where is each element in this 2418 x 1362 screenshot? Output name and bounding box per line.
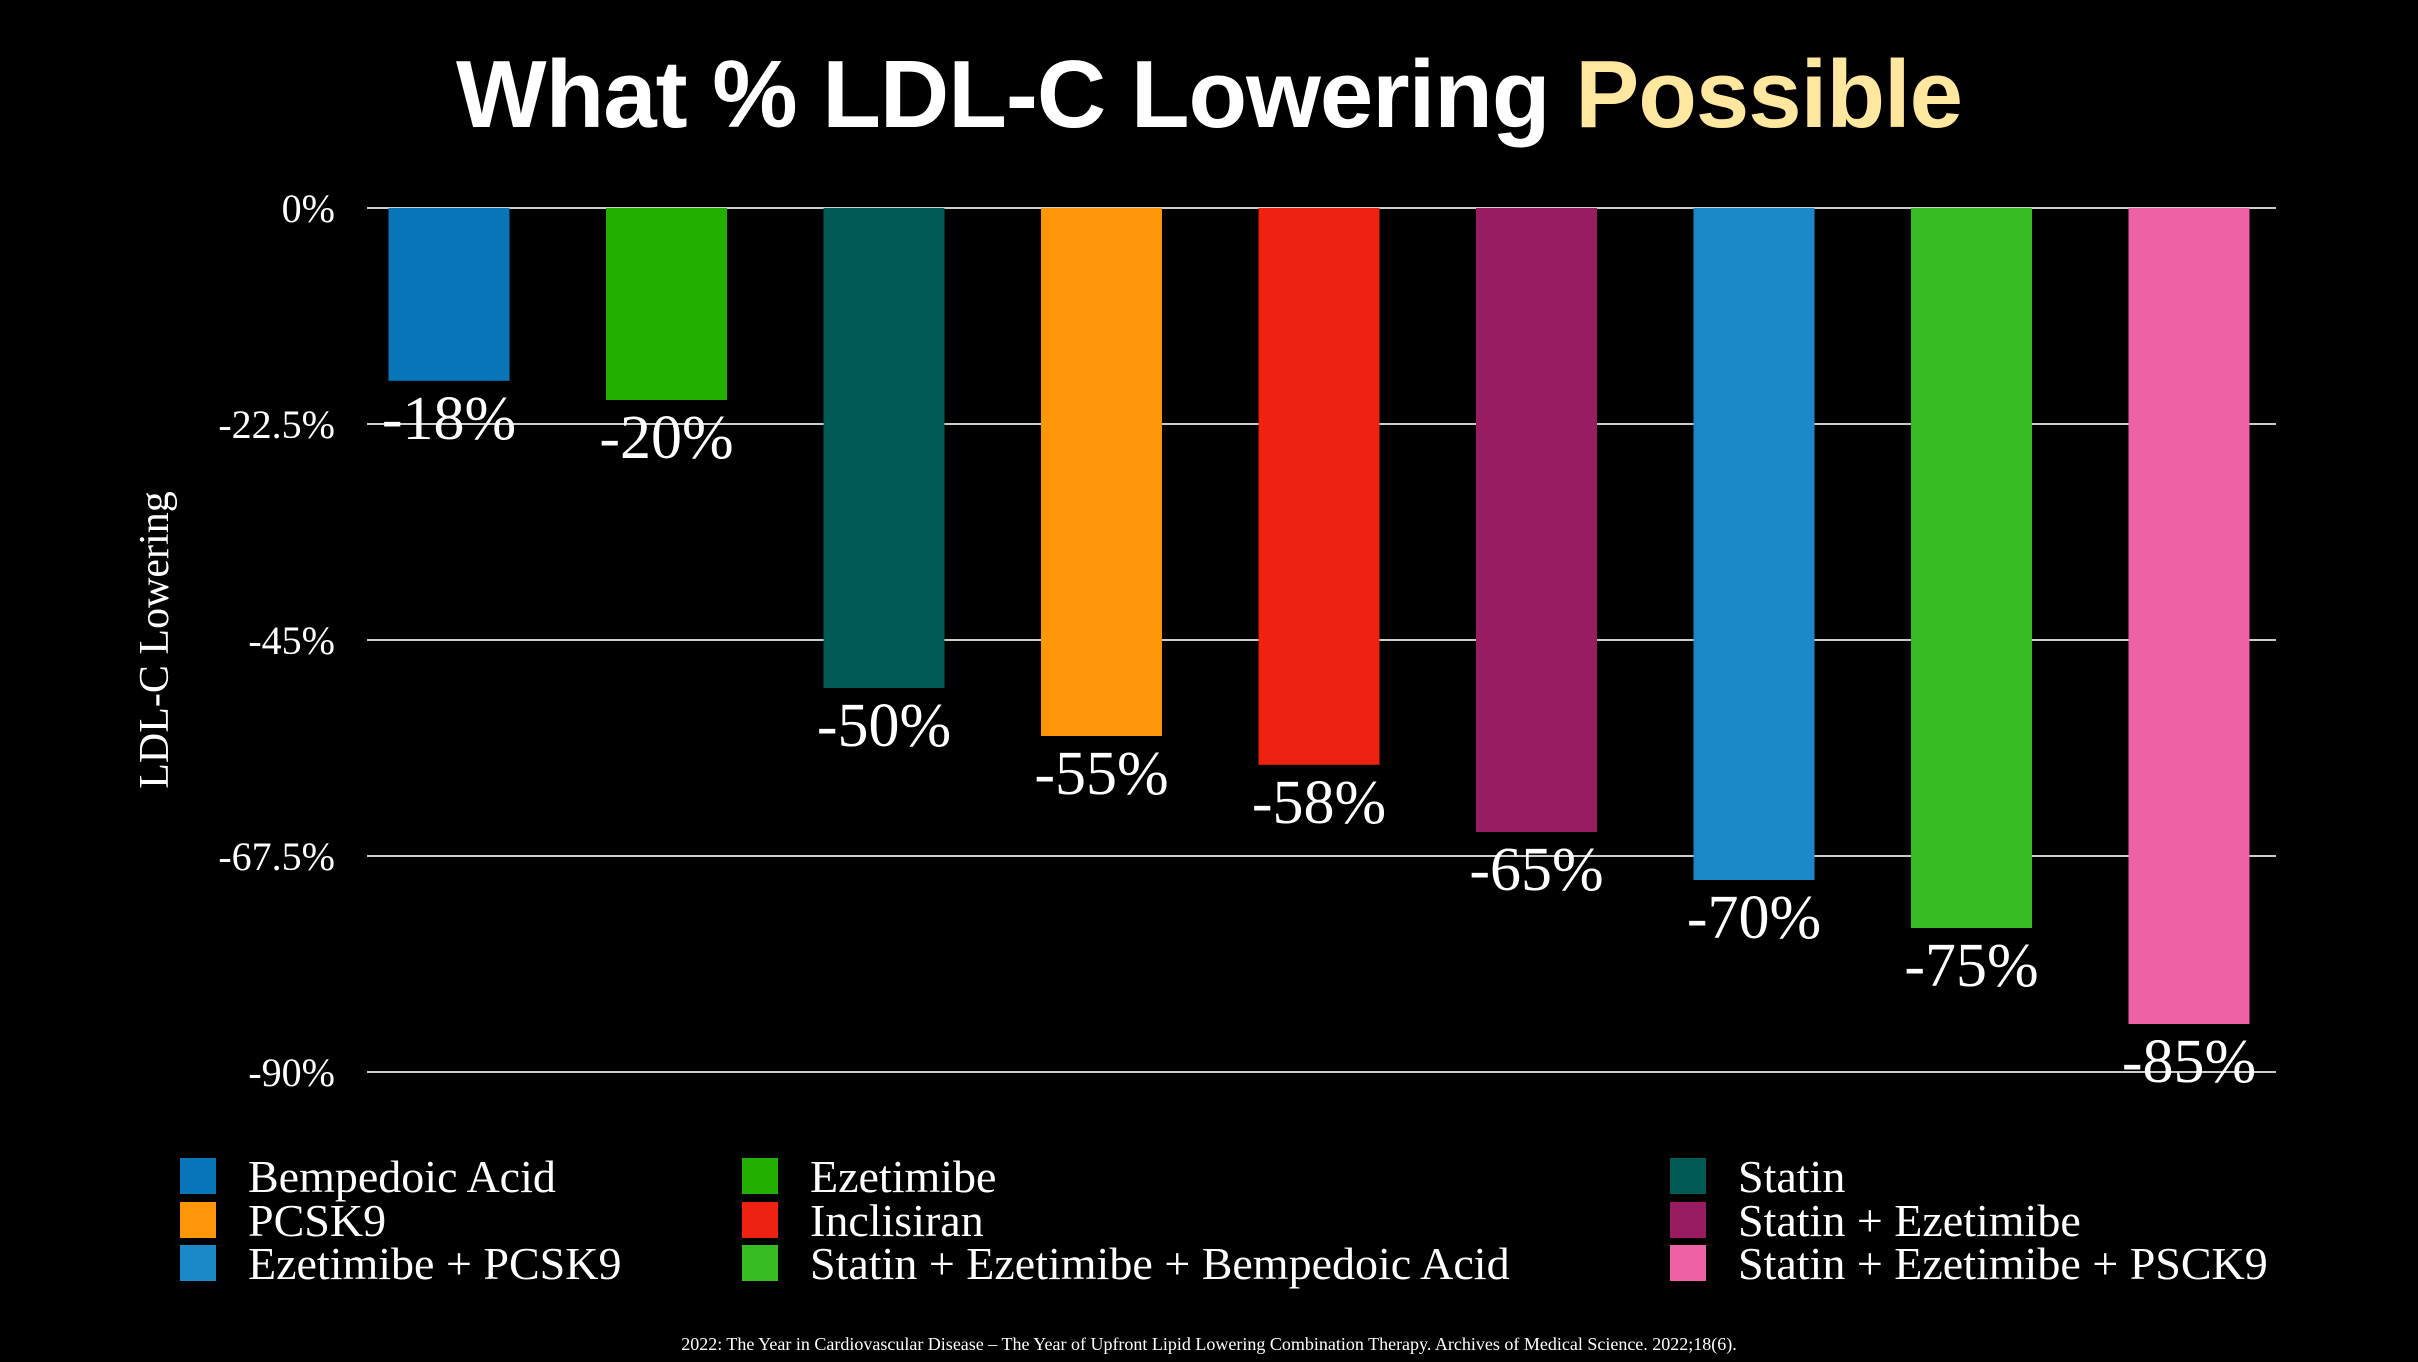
legend-item: Ezetimibe — [742, 1151, 996, 1202]
data-label: -58% — [1252, 769, 1386, 837]
legend-label: Ezetimibe — [810, 1151, 996, 1202]
bar — [1476, 208, 1597, 832]
legend-swatch — [1670, 1202, 1706, 1238]
data-label: -18% — [382, 385, 516, 453]
legend-swatch — [1670, 1245, 1706, 1281]
legend-swatch — [742, 1202, 778, 1238]
legend-label: Inclisiran — [810, 1195, 984, 1246]
citation: 2022: The Year in Cardiovascular Disease… — [681, 1334, 1737, 1354]
legend-label: PCSK9 — [248, 1195, 386, 1246]
data-label: -75% — [1904, 932, 2038, 1000]
legend-label: Bempedoic Acid — [248, 1151, 556, 1202]
data-label: -70% — [1687, 884, 1821, 952]
bar — [823, 208, 945, 688]
legend-label: Statin — [1738, 1151, 1845, 1202]
legend-label: Statin + Ezetimibe + Bempedoic Acid — [810, 1238, 1510, 1289]
data-label: -55% — [1034, 740, 1168, 808]
data-label: -85% — [2122, 1028, 2256, 1096]
data-label: -50% — [817, 692, 951, 760]
chart-title: What % LDL-C Lowering Possible — [0, 40, 2418, 150]
legend-item: Statin + Ezetimibe + PSCK9 — [1670, 1238, 2268, 1289]
data-label: -20% — [599, 404, 733, 472]
legend-swatch — [180, 1158, 216, 1194]
y-tick-label: 0% — [282, 186, 335, 231]
title-main: What % LDL-C Lowering — [455, 41, 1551, 148]
y-axis-title: LDL-C Lowering — [132, 491, 178, 788]
legend-swatch — [742, 1158, 778, 1194]
legend-label: Statin + Ezetimibe — [1738, 1195, 2081, 1246]
legend-item: Ezetimibe + PCSK9 — [180, 1238, 621, 1289]
legend-item: Statin + Ezetimibe + Bempedoic Acid — [742, 1238, 1510, 1289]
legend-item: PCSK9 — [180, 1195, 386, 1246]
y-tick-label: -22.5% — [218, 402, 335, 447]
title-highlight: Possible — [1575, 41, 1963, 148]
y-tick-label: -45% — [248, 618, 335, 663]
data-label: -65% — [1469, 836, 1603, 904]
bar — [388, 208, 510, 381]
bar — [1693, 208, 1815, 880]
legend-swatch — [742, 1245, 778, 1281]
bar — [2128, 208, 2250, 1024]
legend-item: Bempedoic Acid — [180, 1151, 556, 1202]
legend-swatch — [1670, 1158, 1706, 1194]
legend-swatch — [180, 1245, 216, 1281]
legend-label: Statin + Ezetimibe + PSCK9 — [1738, 1238, 2268, 1289]
y-tick-label: -67.5% — [218, 834, 335, 879]
legend-item: Inclisiran — [742, 1195, 984, 1246]
bar — [606, 208, 727, 400]
legend-item: Statin + Ezetimibe — [1670, 1195, 2081, 1246]
y-tick-label: -90% — [248, 1050, 335, 1095]
bar — [1041, 208, 1162, 736]
bar — [1258, 208, 1380, 765]
bar — [1911, 208, 2032, 928]
legend-swatch — [180, 1202, 216, 1238]
legend-label: Ezetimibe + PCSK9 — [248, 1238, 621, 1289]
legend-item: Statin — [1670, 1151, 1845, 1202]
